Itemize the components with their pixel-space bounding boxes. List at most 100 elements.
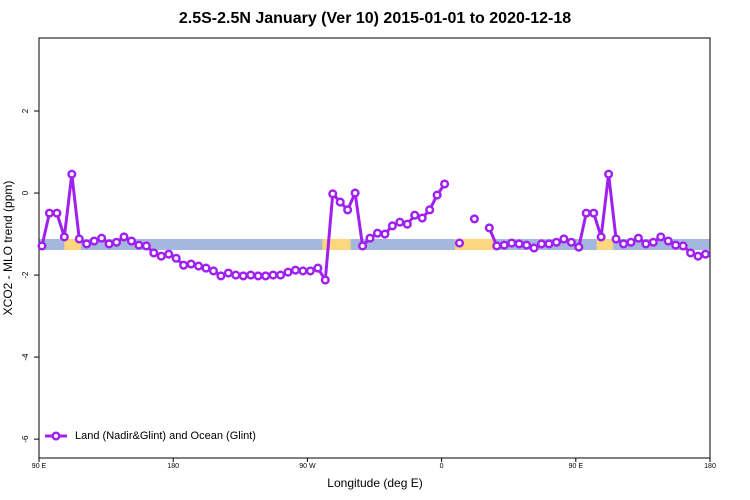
surface-band: [39, 238, 710, 251]
data-point: [104, 239, 114, 249]
data-point: [656, 232, 666, 242]
band-segment: [455, 238, 496, 251]
data-point: [186, 259, 196, 269]
data-point: [618, 239, 629, 249]
data-point: [372, 228, 383, 238]
data-point: [365, 233, 375, 243]
data-point: [380, 229, 390, 239]
data-point: [261, 271, 271, 281]
x-tick-label: 0: [440, 463, 444, 470]
data-point: [179, 260, 189, 270]
data-point: [126, 236, 136, 246]
legend-marker: [51, 431, 61, 441]
data-point: [305, 266, 315, 276]
data-point: [201, 263, 211, 273]
y-tick-label: 0: [21, 190, 30, 195]
data-point: [328, 189, 338, 199]
data-point: [678, 241, 688, 251]
data-point: [671, 240, 681, 250]
data-point: [283, 267, 293, 277]
x-tick-label: 90 W: [299, 463, 316, 470]
data-point: [522, 240, 532, 250]
data-point: [633, 233, 643, 243]
data-point: [492, 241, 502, 251]
data-point: [290, 265, 301, 275]
data-point: [216, 271, 226, 281]
data-point: [469, 214, 479, 224]
data-point: [335, 197, 345, 207]
y-tick-label: -2: [21, 271, 30, 279]
data-point: [164, 249, 174, 259]
data-point: [320, 275, 330, 285]
data-point: [37, 241, 47, 251]
data-point: [589, 208, 599, 218]
data-point: [507, 238, 517, 248]
data-point: [156, 251, 166, 261]
data-point: [440, 179, 450, 189]
data-point: [432, 190, 442, 200]
data-point: [402, 219, 412, 229]
data-point: [566, 237, 576, 247]
x-tick-label: 90 E: [569, 463, 584, 470]
data-point: [641, 239, 651, 249]
data-point: [395, 217, 405, 227]
data-point: [574, 242, 584, 252]
data-point: [97, 233, 107, 243]
data-point: [604, 169, 614, 179]
data-point: [141, 241, 151, 251]
data-point: [648, 237, 658, 247]
data-point: [246, 270, 256, 280]
band-segment: [596, 238, 614, 251]
data-point: [208, 266, 219, 276]
data-point: [686, 248, 696, 258]
series-line: [40, 173, 706, 285]
data-point: [298, 266, 308, 276]
x-tick-label: 90 E: [32, 463, 47, 470]
data-point: [343, 205, 353, 215]
data-point: [358, 241, 368, 251]
data-point: [529, 243, 539, 253]
data-point: [596, 232, 606, 242]
data-point: [111, 237, 122, 247]
legend-label: Land (Nadir&Glint) and Ocean (Glint): [75, 430, 256, 442]
data-point: [514, 239, 524, 249]
data-point: [44, 208, 54, 218]
data-point: [581, 208, 591, 218]
data-point: [551, 237, 561, 247]
band-segment: [322, 238, 351, 251]
data-point: [425, 205, 435, 215]
data-point: [52, 208, 62, 218]
data-point: [82, 239, 92, 249]
chart-title: 2.5S-2.5N January (Ver 10) 2015-01-01 to…: [179, 10, 571, 27]
data-point: [663, 236, 673, 246]
data-point: [134, 240, 144, 250]
data-point: [700, 249, 711, 259]
data-point: [268, 270, 278, 280]
x-axis-label: Longitude (deg E): [327, 476, 422, 490]
data-point: [276, 270, 286, 280]
data-point: [74, 234, 84, 244]
y-tick-label: -6: [21, 435, 30, 443]
data-point: [544, 239, 554, 249]
data-point: [387, 221, 397, 231]
data-point: [454, 238, 465, 248]
y-axis-label: XCO2 - MLO trend (ppm): [1, 181, 15, 316]
y-tick-label: 2: [21, 108, 30, 113]
data-point: [89, 236, 99, 246]
data-point: [171, 253, 181, 263]
data-point: [417, 213, 427, 223]
y-tick-label: -4: [21, 353, 30, 361]
data-point: [238, 271, 248, 281]
data-point: [484, 223, 494, 233]
data-point: [231, 270, 241, 280]
data-point: [193, 261, 204, 271]
data-point: [119, 232, 129, 242]
data-point: [350, 188, 360, 198]
x-tick-label: 180: [704, 463, 716, 470]
data-point: [410, 210, 420, 220]
data-point: [611, 234, 621, 244]
data-point: [253, 271, 263, 281]
data-point: [59, 232, 69, 242]
data-point: [499, 240, 509, 250]
